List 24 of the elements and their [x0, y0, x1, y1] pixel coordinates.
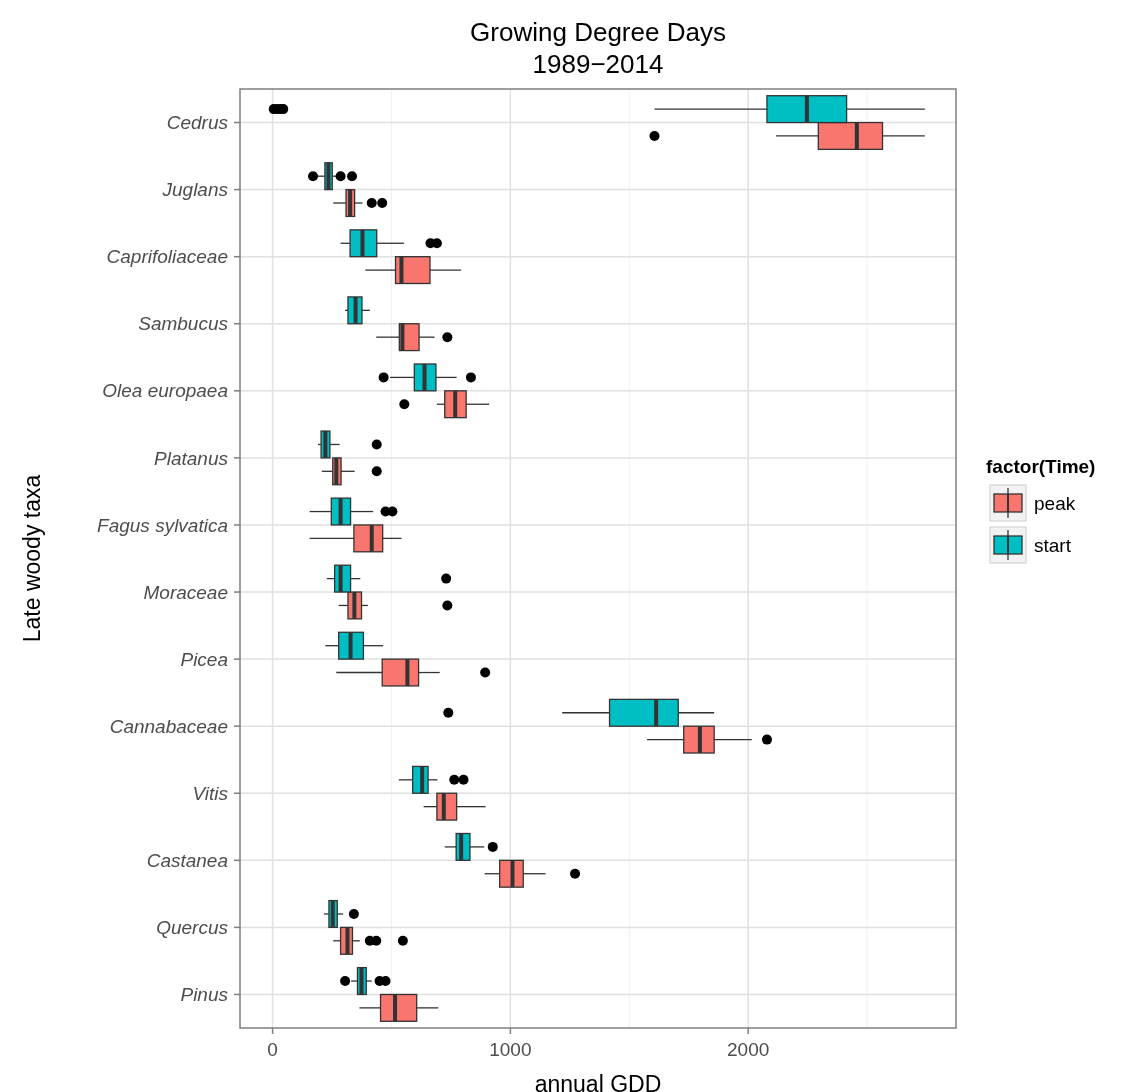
y-tick-label: Sambucus — [138, 313, 229, 335]
y-tick-label: Olea europaea — [102, 380, 228, 402]
y-tick-label: Pinus — [180, 984, 229, 1006]
y-tick-label: Cedrus — [166, 112, 229, 134]
y-tick-label: Cannabaceae — [109, 715, 228, 737]
legend-title: factor(Time) — [986, 456, 1096, 477]
y-tick-label: Caprifoliaceae — [106, 246, 228, 268]
y-tick-label: Platanus — [154, 447, 229, 469]
y-tick-label: Fagus sylvatica — [97, 514, 228, 536]
x-tick-label: 1000 — [489, 1039, 532, 1060]
legend-label: peak — [1034, 492, 1076, 514]
y-tick-label: Juglans — [161, 179, 229, 201]
y-tick-label: Castanea — [146, 849, 228, 871]
x-tick-label: 0 — [267, 1039, 278, 1060]
y-tick-label: Moraceae — [143, 581, 228, 603]
y-tick-label: Vitis — [192, 782, 229, 804]
legend-label: start — [1034, 534, 1072, 556]
y-tick-label: Quercus — [156, 917, 229, 939]
x-tick-label: 2000 — [727, 1039, 770, 1060]
chart-subtitle: 1989−2014 — [532, 49, 664, 79]
chart-title: Growing Degree Days — [470, 17, 726, 47]
y-axis-title: Late woody taxa — [19, 474, 45, 643]
y-tick-label: Picea — [180, 648, 228, 670]
x-axis-title: annual GDD — [534, 1071, 662, 1092]
